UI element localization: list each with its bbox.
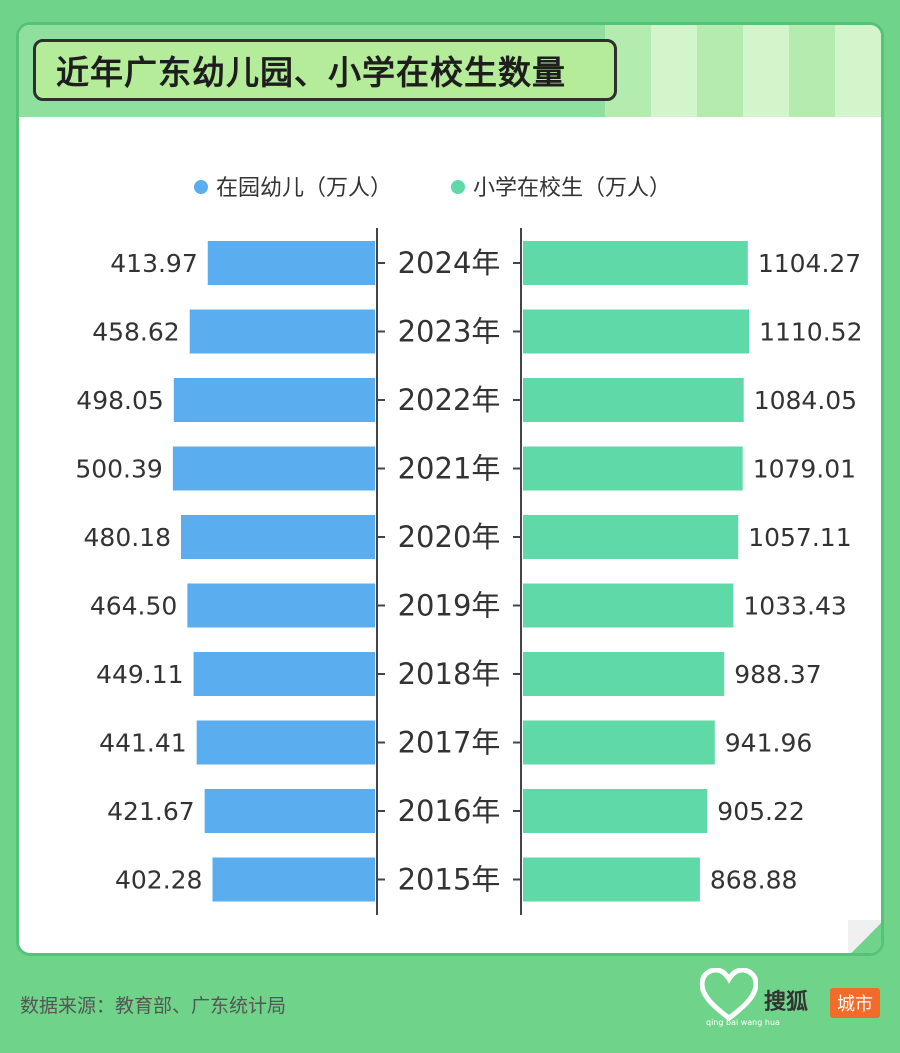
bar-right bbox=[523, 241, 748, 285]
year-label: 2023年 bbox=[398, 315, 501, 349]
bar-right-value: 1084.05 bbox=[754, 386, 857, 415]
bar-right bbox=[523, 378, 744, 422]
bar-left bbox=[193, 652, 375, 696]
bar-right-value: 1110.52 bbox=[759, 318, 862, 347]
bar-right bbox=[523, 515, 739, 559]
bar-right bbox=[523, 720, 715, 765]
bar-right-value: 1033.43 bbox=[743, 592, 846, 621]
year-label: 2016年 bbox=[398, 794, 501, 828]
year-label: 2017年 bbox=[398, 726, 501, 760]
bar-right-value: 905.22 bbox=[717, 797, 804, 826]
bar-right bbox=[523, 652, 725, 696]
bar-right-value: 1104.27 bbox=[758, 249, 861, 278]
legend-label-left: 在园幼儿（万人） bbox=[216, 176, 392, 201]
legend-marker-right bbox=[451, 180, 465, 194]
bar-right-value: 868.88 bbox=[710, 866, 797, 895]
logo-tiny-text: qing bai wang hua bbox=[706, 1018, 780, 1027]
bar-left bbox=[181, 515, 375, 559]
bar-left bbox=[173, 378, 375, 422]
heart-logo-icon bbox=[700, 968, 758, 1022]
bar-left-value: 500.39 bbox=[75, 455, 162, 484]
title-banner: 近年广东幼儿园、小学在校生数量 bbox=[19, 25, 881, 117]
bar-left bbox=[172, 446, 375, 491]
year-label: 2020年 bbox=[398, 520, 501, 554]
bar-right-value: 1057.11 bbox=[748, 523, 851, 552]
legend-marker-left bbox=[194, 180, 208, 194]
bar-left-value: 480.18 bbox=[84, 523, 171, 552]
bar-left-value: 441.41 bbox=[99, 729, 186, 758]
chart-title: 近年广东幼儿园、小学在校生数量 bbox=[56, 53, 566, 92]
title-box: 近年广东幼儿园、小学在校生数量 bbox=[33, 39, 617, 101]
bar-right bbox=[523, 446, 743, 491]
data-source: 数据来源：教育部、广东统计局 bbox=[20, 995, 287, 1017]
bar-right bbox=[523, 309, 750, 354]
bar-left-value: 413.97 bbox=[110, 249, 197, 278]
year-label: 2021年 bbox=[398, 452, 501, 486]
checker-decoration bbox=[605, 25, 881, 117]
year-label: 2019年 bbox=[398, 589, 501, 623]
bar-right bbox=[523, 857, 700, 902]
bar-left bbox=[212, 857, 375, 902]
year-label: 2018年 bbox=[398, 657, 501, 691]
bar-left bbox=[196, 720, 375, 765]
butterfly-chart: 在园幼儿（万人） 小学在校生（万人） 413.97 1104.27 2024年 458.6… bbox=[75, 176, 862, 915]
bar-left bbox=[204, 789, 375, 833]
bar-left bbox=[187, 583, 375, 628]
bar-left bbox=[189, 309, 375, 354]
year-label: 2022年 bbox=[398, 383, 501, 417]
bar-left-value: 449.11 bbox=[96, 660, 183, 689]
bar-left-value: 402.28 bbox=[115, 866, 202, 895]
legend-label-right: 小学在校生（万人） bbox=[473, 176, 671, 201]
bar-left bbox=[207, 241, 375, 285]
bar-right-value: 1079.01 bbox=[753, 455, 856, 484]
bar-right-value: 988.37 bbox=[734, 660, 821, 689]
bar-right-value: 941.96 bbox=[725, 729, 812, 758]
bar-left-value: 458.62 bbox=[92, 318, 179, 347]
sohu-logo: qing bai wang hua 搜狐 城市 bbox=[700, 968, 890, 1028]
page-fold bbox=[848, 920, 881, 953]
logo-badge: 城市 bbox=[830, 988, 880, 1018]
logo-brand: 搜狐 bbox=[764, 990, 809, 1015]
bar-left-value: 421.67 bbox=[107, 797, 194, 826]
year-label: 2024年 bbox=[398, 246, 501, 280]
bar-left-value: 498.05 bbox=[76, 386, 163, 415]
year-label: 2015年 bbox=[398, 863, 501, 897]
bar-right bbox=[523, 789, 708, 833]
chart-card: 近年广东幼儿园、小学在校生数量 在园幼儿（万人） 小学在校生（万人） 413.97 1… bbox=[16, 22, 884, 956]
bar-right bbox=[523, 583, 734, 628]
bar-left-value: 464.50 bbox=[90, 592, 177, 621]
